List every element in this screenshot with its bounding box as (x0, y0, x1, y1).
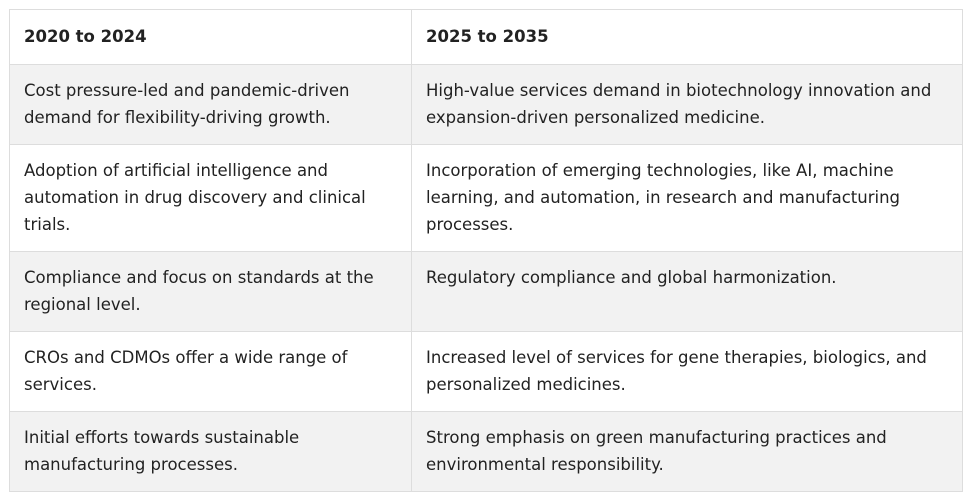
table-cell: Compliance and focus on standards at the… (9, 251, 412, 332)
table-header-row: 2020 to 2024 2025 to 2035 (9, 9, 963, 65)
table-row: CROs and CDMOs offer a wide range of ser… (9, 331, 963, 412)
column-header-2025-2035: 2025 to 2035 (411, 9, 963, 65)
table-cell: Strong emphasis on green manufacturing p… (411, 411, 963, 492)
table-cell: High-value services demand in biotechnol… (411, 64, 963, 145)
table-cell: CROs and CDMOs offer a wide range of ser… (9, 331, 412, 412)
table-cell: Adoption of artificial intelligence and … (9, 144, 412, 252)
table-cell: Regulatory compliance and global harmoni… (411, 251, 963, 332)
table-cell: Increased level of services for gene the… (411, 331, 963, 412)
table-cell: Cost pressure-led and pandemic-driven de… (9, 64, 412, 145)
comparison-table: 2020 to 2024 2025 to 2035 Cost pressure-… (9, 9, 963, 492)
table-cell: Initial efforts towards sustainable manu… (9, 411, 412, 492)
table-row: Compliance and focus on standards at the… (9, 251, 963, 332)
table-row: Cost pressure-led and pandemic-driven de… (9, 64, 963, 145)
table-row: Adoption of artificial intelligence and … (9, 144, 963, 252)
table-cell: Incorporation of emerging technologies, … (411, 144, 963, 252)
column-header-2020-2024: 2020 to 2024 (9, 9, 412, 65)
table-row: Initial efforts towards sustainable manu… (9, 411, 963, 492)
